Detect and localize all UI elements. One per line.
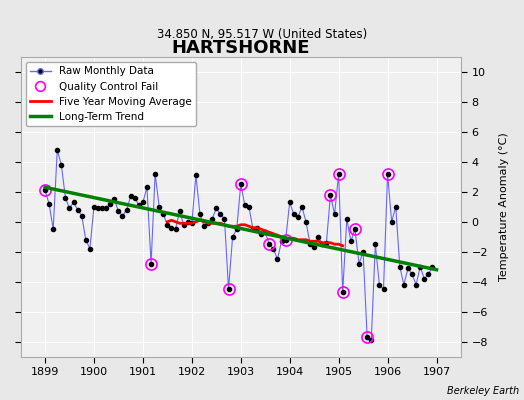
- Text: Berkeley Earth: Berkeley Earth: [446, 386, 519, 396]
- Text: 34.850 N, 95.517 W (United States): 34.850 N, 95.517 W (United States): [157, 28, 367, 41]
- Legend: Raw Monthly Data, Quality Control Fail, Five Year Moving Average, Long-Term Tren: Raw Monthly Data, Quality Control Fail, …: [26, 62, 196, 126]
- Y-axis label: Temperature Anomaly (°C): Temperature Anomaly (°C): [499, 132, 509, 281]
- Title: HARTSHORNE: HARTSHORNE: [171, 39, 310, 57]
